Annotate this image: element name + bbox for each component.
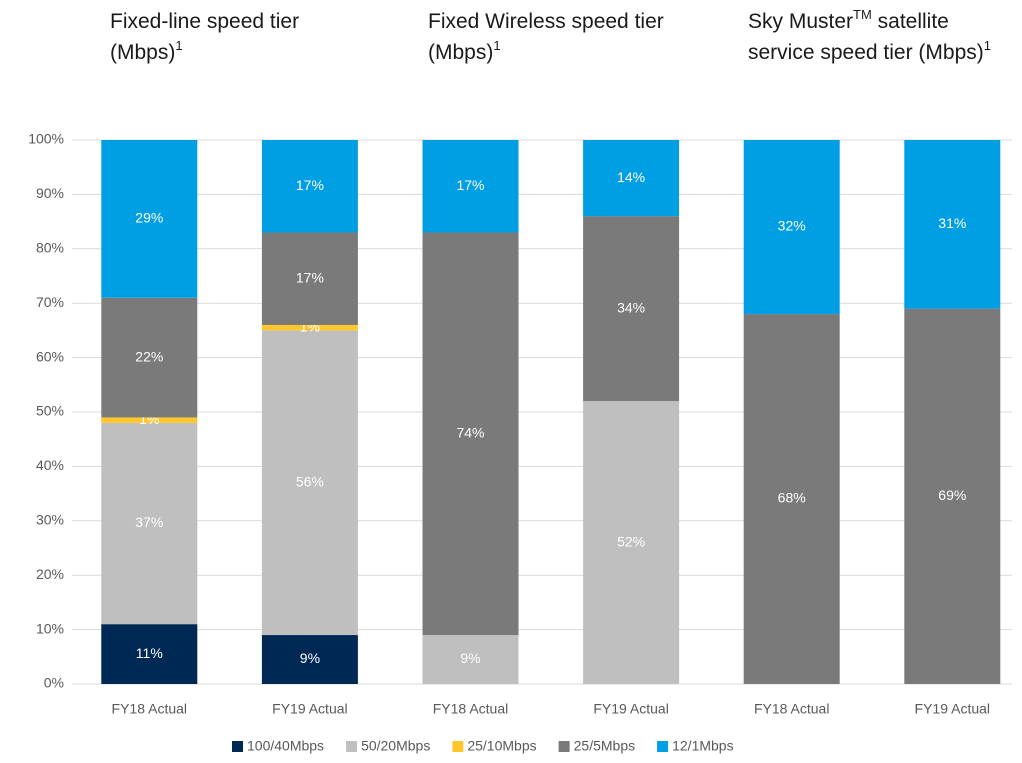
legend-swatch — [657, 741, 669, 752]
legend-swatch — [346, 741, 358, 752]
x-tick-label: FY18 Actual — [433, 701, 509, 717]
group-title: Sky MusterTM satellite service speed tie… — [748, 6, 1008, 68]
data-label: 9% — [460, 650, 480, 666]
legend-label: 12/1Mbps — [672, 738, 733, 754]
data-label: 17% — [296, 269, 324, 285]
y-tick-label: 0% — [44, 675, 64, 691]
bar-segment — [904, 140, 1001, 309]
y-tick-label: 100% — [28, 131, 64, 147]
group-title: Fixed-line speed tier (Mbps)1 — [110, 6, 370, 68]
bar-segment — [743, 140, 840, 315]
data-label: 11% — [136, 645, 163, 661]
data-label: 74% — [456, 424, 484, 440]
y-tick-label: 40% — [36, 457, 64, 473]
data-label: 56% — [296, 473, 324, 489]
title-superscript: 1 — [983, 38, 991, 53]
y-tick-label: 50% — [36, 403, 64, 419]
data-label: 22% — [135, 348, 163, 364]
x-tick-label: FY19 Actual — [915, 701, 991, 717]
bar-segment — [422, 232, 519, 636]
legend-swatch — [232, 741, 243, 752]
bar-segment — [743, 314, 840, 684]
data-label: 31% — [938, 215, 966, 231]
y-tick-label: 90% — [36, 185, 64, 201]
x-tick-label: FY18 Actual — [112, 701, 188, 717]
x-tick-label: FY19 Actual — [272, 701, 348, 717]
legend-label: 25/5Mbps — [574, 738, 635, 754]
bar-segment — [261, 635, 358, 684]
title-text: Sky Muster — [748, 10, 854, 33]
bar-segment — [101, 422, 198, 625]
bar-segment — [261, 140, 358, 233]
y-tick-label: 60% — [36, 348, 64, 364]
x-tick-label: FY19 Actual — [593, 701, 669, 717]
y-tick-label: 20% — [36, 566, 64, 582]
bar-segment — [422, 635, 519, 684]
data-label: 29% — [135, 210, 163, 226]
title-text: Fixed-line speed tier (Mbps) — [110, 10, 300, 64]
data-label: 17% — [456, 177, 484, 193]
title-superscript: 1 — [493, 38, 501, 53]
title-text: satellite service speed tier (Mbps) — [748, 10, 984, 64]
legend-label: 100/40Mbps — [247, 738, 324, 754]
bar-segment — [583, 401, 680, 684]
data-label: 9% — [300, 650, 320, 666]
bar-segment — [101, 297, 198, 418]
bar-segment — [583, 140, 680, 217]
y-tick-label: 70% — [36, 294, 64, 310]
y-tick-label: 10% — [36, 620, 64, 636]
data-label: 34% — [617, 299, 645, 315]
bar-segment — [101, 417, 198, 423]
bar-segment — [904, 308, 1001, 684]
bar-segment — [261, 330, 358, 636]
x-tick-label: FY18 Actual — [754, 701, 830, 717]
y-tick-label: 30% — [36, 512, 64, 528]
data-label: 52% — [617, 533, 645, 549]
legend-swatch — [558, 741, 570, 752]
title-text: Fixed Wireless speed tier (Mbps) — [428, 10, 664, 64]
bar-segment — [261, 232, 358, 325]
data-label: 32% — [778, 218, 806, 234]
bar-segment — [422, 140, 519, 233]
data-label: 68% — [778, 490, 806, 506]
data-label: 17% — [296, 177, 324, 193]
bar-segment — [261, 324, 358, 331]
data-label: 14% — [617, 169, 645, 185]
bar-segment — [101, 140, 198, 298]
bar-segment — [101, 624, 198, 684]
y-tick-label: 80% — [36, 240, 64, 256]
data-label: 37% — [135, 514, 163, 530]
legend-swatch — [452, 741, 464, 752]
title-superscript: TM — [853, 7, 872, 22]
title-superscript: 1 — [175, 38, 183, 53]
data-label: 69% — [938, 487, 966, 503]
legend-label: 50/20Mbps — [361, 738, 430, 754]
legend-label: 25/10Mbps — [467, 738, 536, 754]
bar-segment — [583, 216, 680, 402]
group-title: Fixed Wireless speed tier (Mbps)1 — [428, 6, 688, 68]
